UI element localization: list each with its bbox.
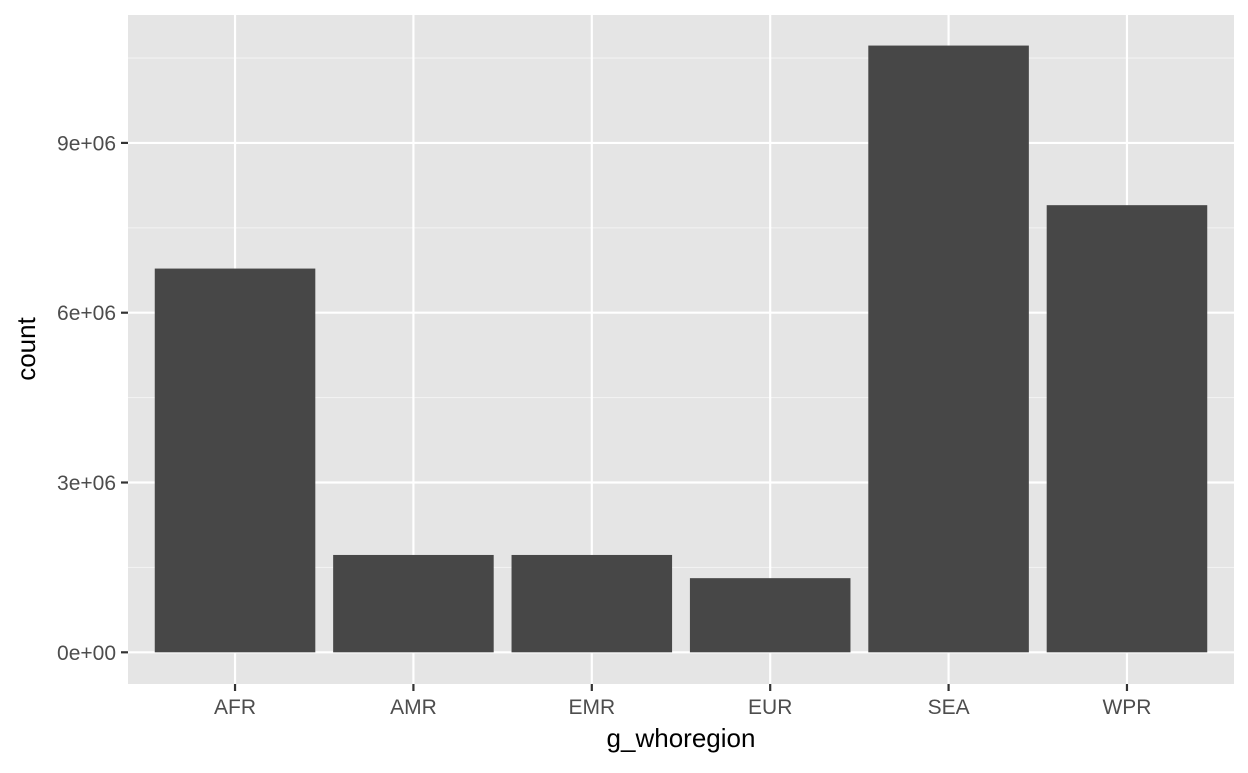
x-tick-label: AMR (390, 696, 437, 719)
x-tick-label: EUR (748, 696, 792, 719)
y-tick-label: 0e+00 (57, 642, 116, 665)
bar-wpr (1046, 205, 1208, 653)
x-tick-label: AFR (214, 696, 256, 719)
bar-sea (868, 45, 1029, 653)
y-axis: 0e+00 3e+06 6e+06 9e+06 (57, 132, 128, 665)
bar-emr (511, 554, 673, 653)
bar-afr (154, 268, 316, 653)
x-tick-label: SEA (928, 696, 970, 719)
y-tick-label: 6e+06 (57, 302, 116, 325)
y-tick-label: 3e+06 (57, 472, 116, 495)
x-tick-label: EMR (568, 696, 615, 719)
bar-amr (333, 554, 494, 653)
bar-eur (689, 578, 851, 653)
x-tick-label: WPR (1102, 696, 1151, 719)
x-axis-title: g_whoregion (607, 723, 756, 753)
y-tick-label: 9e+06 (57, 132, 116, 155)
y-axis-title: count (11, 316, 41, 380)
x-axis: AFR AMR EMR EUR SEA WPR (214, 684, 1151, 719)
bars-group (154, 45, 1208, 653)
